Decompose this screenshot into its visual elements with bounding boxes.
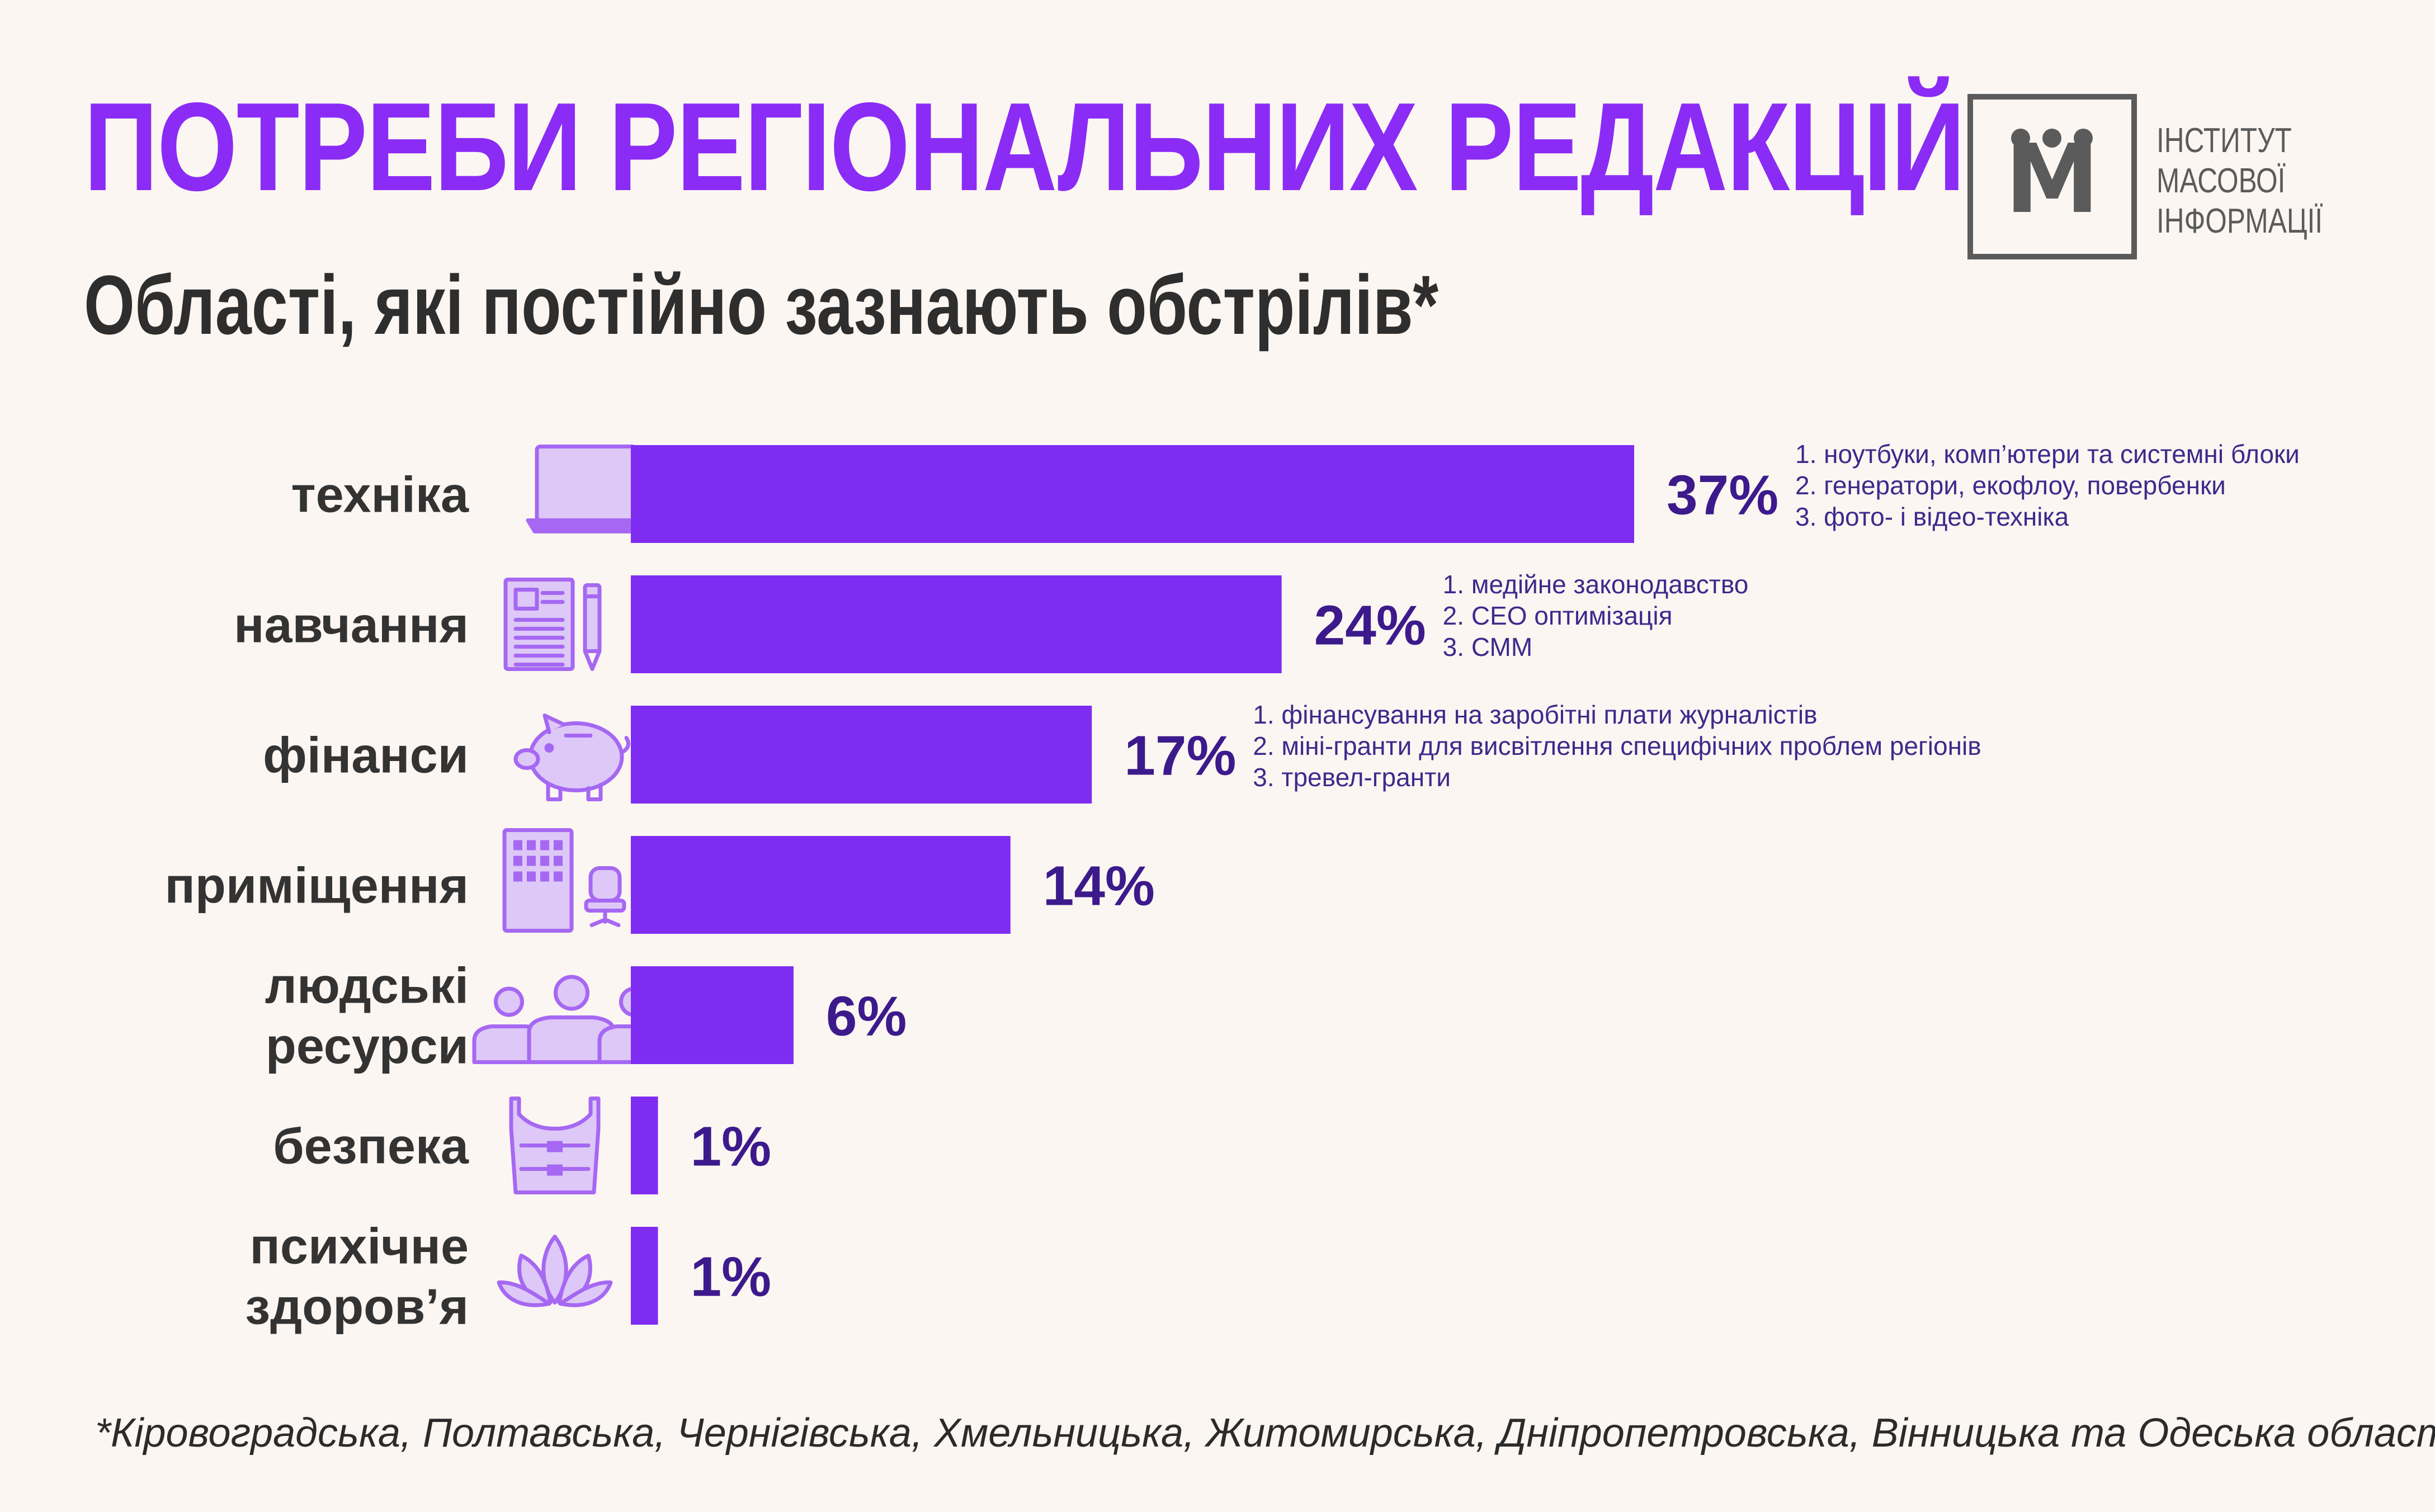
logo-frame: М	[1967, 94, 2137, 259]
note-line: 3. СММ	[1443, 632, 1532, 662]
bar	[631, 575, 1282, 673]
bar	[631, 706, 1092, 804]
logo-dot	[2011, 129, 2030, 148]
piggy-bank-icon	[513, 714, 631, 801]
labels: 37% техніка 1. ноутбуки, комп’ютери та сис…	[165, 440, 2300, 1335]
category-label: приміщення	[165, 858, 469, 914]
laptop-icon	[526, 445, 646, 533]
logo-line: МАСОВОЇ	[2156, 162, 2286, 200]
category-label: фінанси	[263, 728, 469, 784]
category-label: здоров’я	[245, 1279, 469, 1335]
note-line: 3. фото- і відео-техніка	[1795, 502, 2069, 531]
category-label: психічне	[250, 1219, 469, 1275]
bars	[631, 445, 1634, 1325]
category-label: техніка	[291, 467, 469, 523]
bar	[631, 966, 794, 1064]
bar	[631, 445, 1634, 543]
category-label: безпека	[273, 1119, 469, 1175]
value-label: 1%	[690, 1246, 771, 1308]
note-line: 3. тревел-гранти	[1253, 763, 1451, 792]
bar	[631, 1097, 658, 1194]
bar	[631, 836, 1011, 934]
category-label: людські	[265, 958, 469, 1014]
note-line: 2. СЕО оптимізація	[1443, 601, 1673, 630]
note-line: 1. фінансування на заробітні плати журна…	[1253, 700, 1817, 729]
category-label: навчання	[234, 598, 469, 654]
logo-text: ІНСТИТУТ МАСОВОЇ ІНФОРМАЦІЇ	[2156, 121, 2323, 242]
value-label: 1%	[690, 1116, 771, 1178]
value-label: 24%	[1314, 594, 1426, 657]
category-icons	[472, 445, 671, 1307]
value-label: 17%	[1124, 725, 1236, 787]
value-label: 37%	[1667, 464, 1778, 527]
page-title: ПОТРЕБИ РЕГІОНАЛЬНИХ РЕДАКЦІЙ	[84, 76, 1965, 217]
note-line: 1. медійне законодавство	[1443, 570, 1749, 599]
document-pen-icon	[503, 578, 602, 671]
note-line: 2. міні-гранти для висвітлення специфічн…	[1253, 731, 1981, 760]
lotus-icon	[497, 1235, 613, 1307]
page-subtitle: Області, які постійно зазнають обстрілів…	[84, 258, 1439, 352]
office-building-chair-icon	[502, 828, 626, 933]
value-label: 14%	[1043, 855, 1155, 918]
body-armor-icon	[509, 1097, 601, 1194]
logo-dot	[2074, 129, 2093, 148]
note-line: 1. ноутбуки, комп’ютери та системні блок…	[1795, 440, 2300, 469]
logo-dot	[2042, 129, 2061, 148]
note-line: 2. генератори, екофлоу, повербенки	[1795, 471, 2226, 500]
institute-logo: М ІНСТИТУТ МАСОВОЇ ІНФОРМАЦІЇ	[1967, 94, 2323, 264]
logo-line: ІНФОРМАЦІЇ	[2156, 202, 2323, 240]
value-label: 6%	[826, 985, 907, 1048]
bar	[631, 1227, 658, 1325]
category-label: ресурси	[266, 1019, 469, 1075]
logo-line: ІНСТИТУТ	[2156, 121, 2292, 160]
logo-mark: М	[2004, 124, 2100, 235]
footnote: *Кіровоградська, Полтавська, Чернігівськ…	[95, 1411, 2435, 1456]
